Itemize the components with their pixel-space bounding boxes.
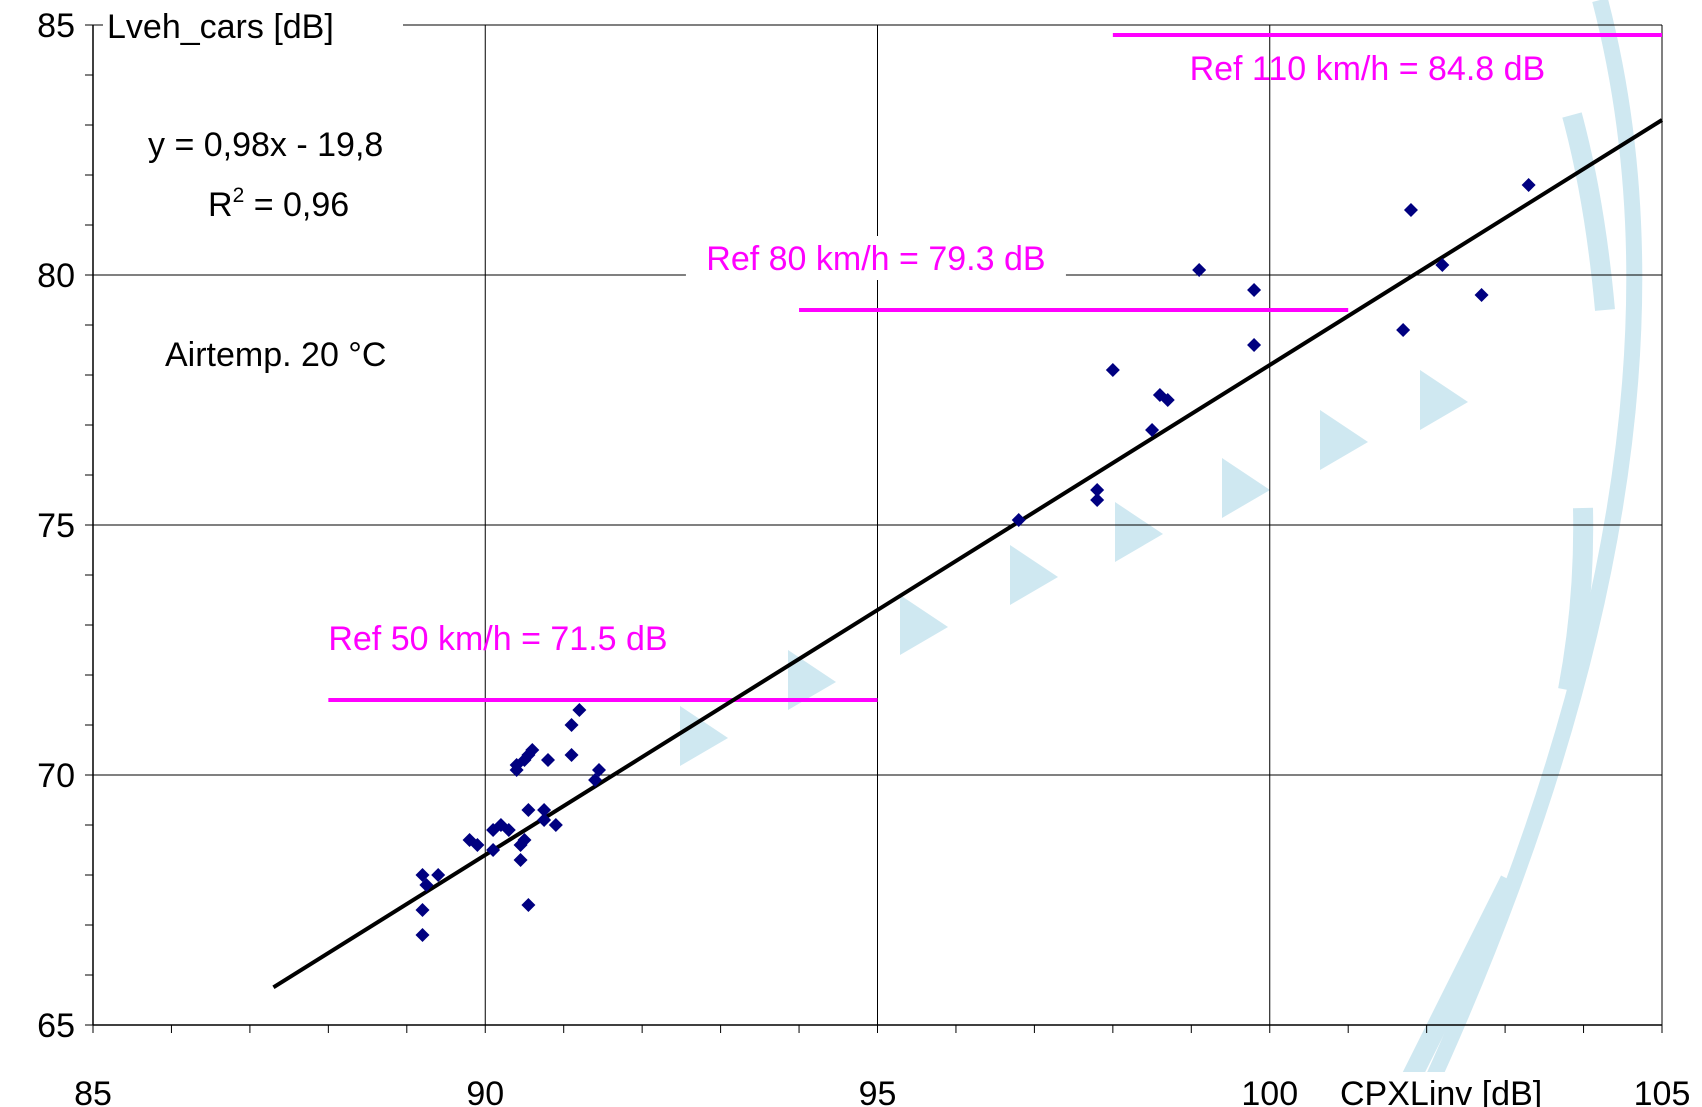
data-point [548, 818, 563, 832]
y-tick-label: 65 [37, 1007, 75, 1045]
data-point [513, 853, 528, 867]
y-tick-label: 75 [37, 507, 75, 545]
data-point [572, 703, 587, 717]
regression-line [272, 118, 1664, 989]
y-tick-label: 70 [37, 757, 75, 795]
reference-label: Ref 110 km/h = 84.8 dB [1190, 50, 1546, 88]
equation-bg [140, 118, 460, 233]
y-tick-label: 80 [37, 257, 75, 295]
annotation-bg [160, 325, 450, 370]
data-point [537, 813, 552, 827]
data-point [470, 838, 485, 852]
axes [85, 24, 1663, 1033]
data-point [415, 928, 430, 942]
watermark-triangle [1420, 370, 1468, 430]
data-point [1105, 363, 1120, 377]
watermark-arc-middle [1558, 507, 1594, 692]
data-point [419, 878, 434, 892]
data-point [517, 833, 532, 847]
x-axis-title: CPXLinv [dB] [1340, 1075, 1542, 1107]
reference-label-bg [685, 236, 1066, 280]
data-point [1474, 288, 1489, 302]
data-point [521, 898, 536, 912]
watermark-triangle [900, 595, 948, 655]
data-point [486, 843, 501, 857]
watermark-triangle [1010, 545, 1058, 605]
watermark-triangle [1115, 502, 1163, 562]
data-point [1090, 483, 1105, 497]
data-point [415, 903, 430, 917]
data-point [431, 868, 446, 882]
data-point [1403, 203, 1418, 217]
y-axis-title: Lveh_cars [dB] [107, 8, 334, 46]
data-point [1145, 423, 1160, 437]
data-point [1247, 338, 1262, 352]
data-point [1521, 178, 1536, 192]
watermark-arc-main [1412, 0, 1643, 1107]
data-point [1396, 323, 1411, 337]
data-point [1435, 258, 1450, 272]
data-point [521, 803, 536, 817]
data-point [564, 718, 579, 732]
data-point [1247, 283, 1262, 297]
speed-arcs-watermark [680, 0, 1643, 1107]
trendline [272, 118, 1664, 989]
reference-lines: Ref 50 km/h = 71.5 dB Ref 80 km/h = 79.3 … [328, 33, 1662, 702]
watermark-arc-upper [1562, 112, 1615, 311]
data-point [1192, 263, 1207, 277]
data-point [1011, 513, 1026, 527]
data-point [564, 748, 579, 762]
data-point [1160, 393, 1175, 407]
x-tick-label: 85 [74, 1075, 112, 1107]
watermark-triangle [1222, 458, 1270, 518]
data-point [525, 743, 540, 757]
reference-label: Ref 80 km/h = 79.3 dB [706, 240, 1045, 278]
x-tick-label: 90 [466, 1075, 504, 1107]
x-tick-label: 105 [1634, 1075, 1691, 1107]
watermark-triangle [788, 650, 836, 710]
data-points [415, 178, 1536, 942]
x-axis-title-bg [1327, 1072, 1617, 1107]
data-point [1090, 493, 1105, 507]
airtemp-annotation: Airtemp. 20 °C [165, 336, 386, 374]
data-point [592, 763, 607, 777]
reference-label: Ref 50 km/h = 71.5 dB [328, 620, 667, 658]
data-point [501, 823, 516, 837]
data-point [537, 803, 552, 817]
watermark-triangle [1320, 410, 1368, 470]
watermark-triangle [680, 706, 728, 766]
x-tick-label: 95 [859, 1075, 897, 1107]
trendline-equation: y = 0,98x - 19,8 [148, 126, 383, 164]
tick-labels: 85 90 95 100 105 65 70 75 80 85 [37, 7, 1690, 1107]
data-point [541, 753, 556, 767]
watermark-arc-lower [1391, 875, 1519, 1105]
y-axis-title-bg [103, 4, 403, 50]
x-tick-label: 100 [1241, 1075, 1298, 1107]
y-tick-label: 85 [37, 7, 75, 45]
r-squared-label: R2 = 0,96 [208, 184, 349, 224]
